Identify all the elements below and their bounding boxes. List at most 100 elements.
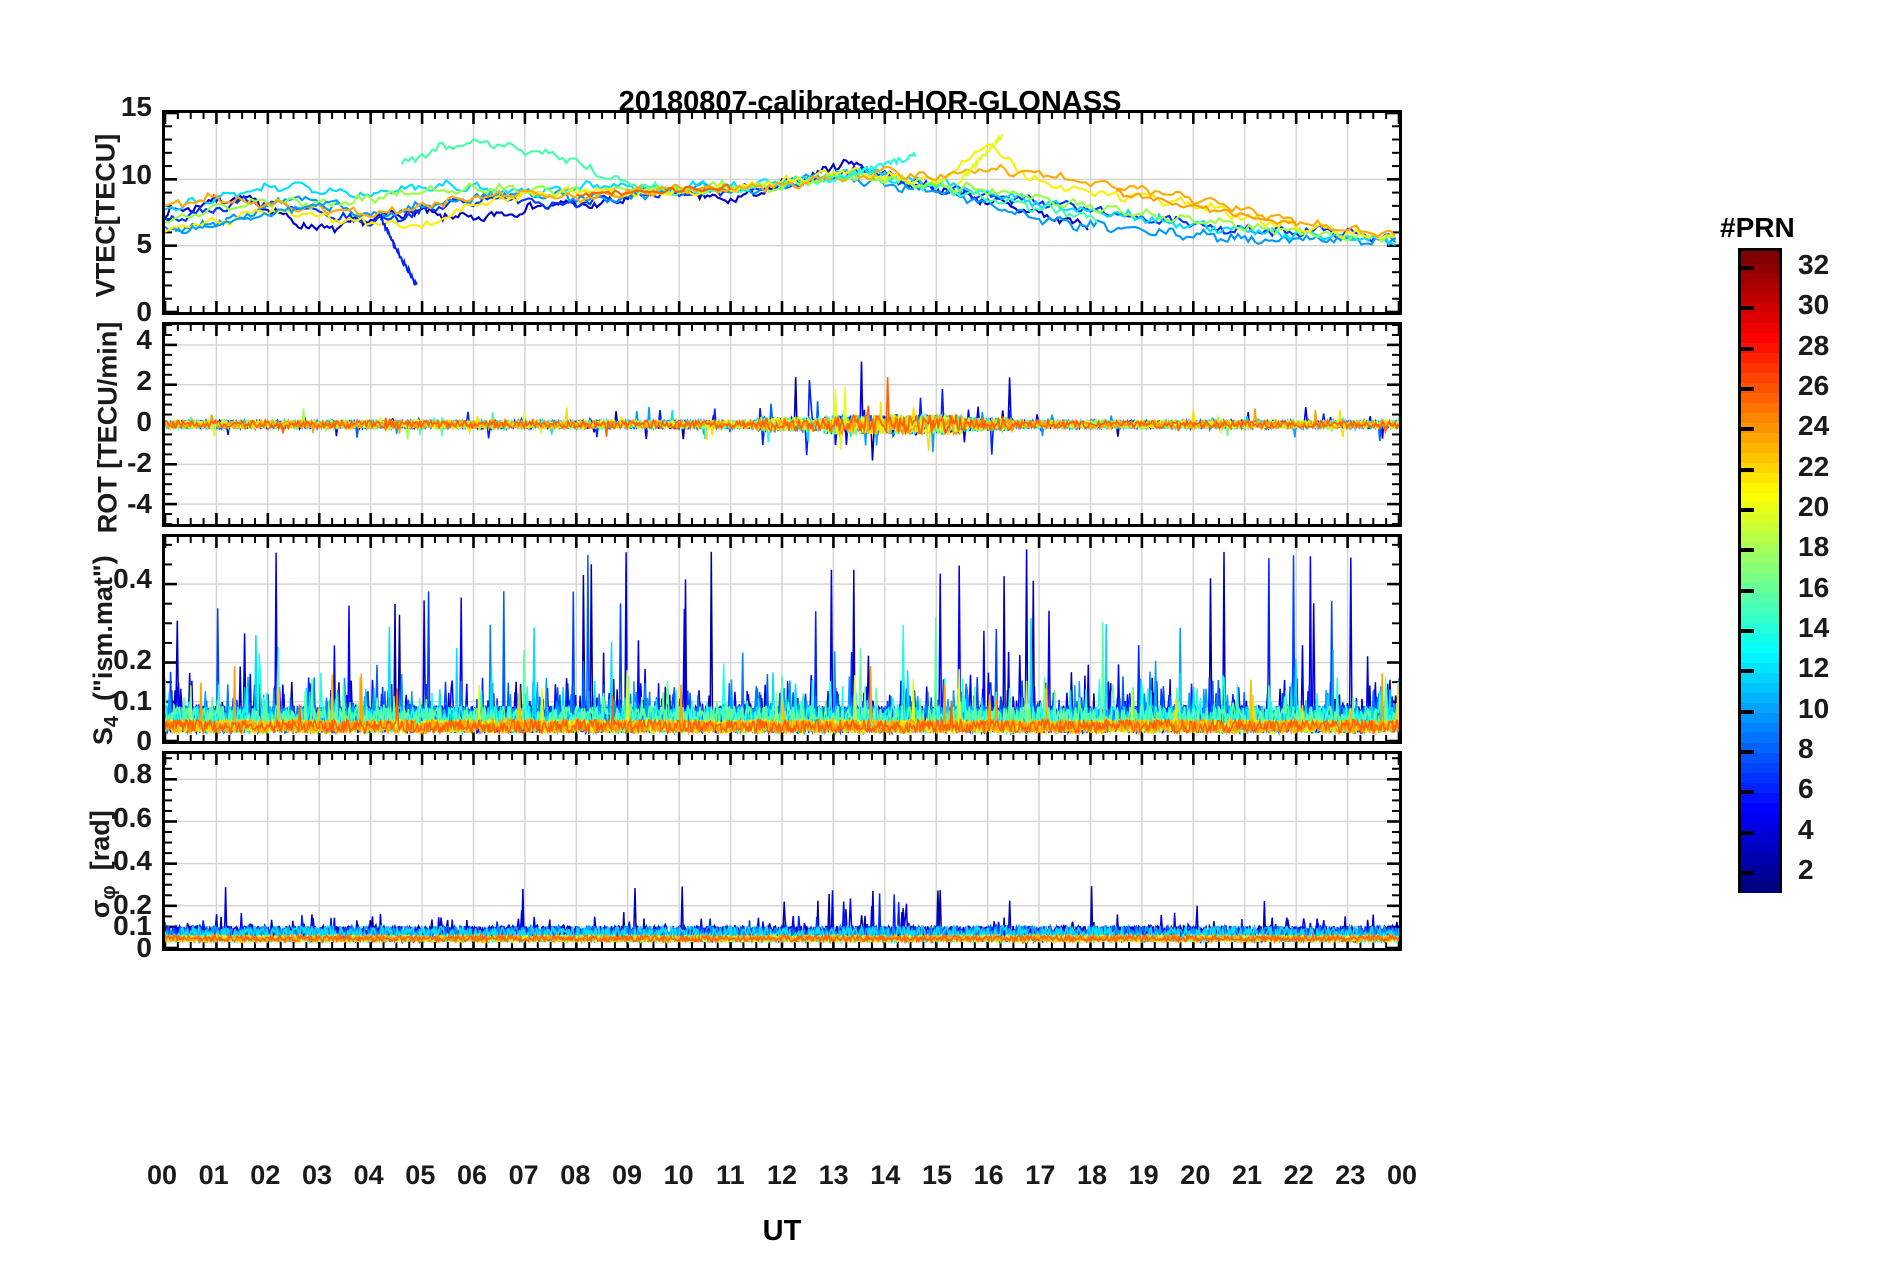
colorbar-tickmark [1738,427,1754,432]
vtec-series-prn-16 [400,138,1099,224]
colorbar-tickmark [1738,830,1754,835]
sigma-phi-ytick-0.4: 0.4 [113,845,152,877]
colorbar-segment [1741,610,1779,623]
colorbar-segment [1741,251,1779,264]
colorbar-segment [1741,280,1779,294]
x-axis-tick-00-0: 00 [146,1160,178,1190]
x-axis-tick-23-23: 23 [1335,1160,1366,1190]
x-axis-tick-18-18: 18 [1076,1160,1108,1190]
x-axis-tick-14-14: 14 [870,1160,901,1190]
colorbar[interactable] [1738,248,1782,893]
colorbar-segment [1741,430,1779,444]
colorbar-tick-24: 24 [1798,410,1830,442]
rot-ytick--4: -4 [127,487,152,519]
colorbar-tick-14: 14 [1798,611,1830,643]
rot-ytick-0: 0 [136,405,152,437]
x-axis-tick-10-10: 10 [663,1160,694,1190]
sigma-phi-ytick-0.6: 0.6 [113,801,152,833]
colorbar-segment [1741,510,1779,524]
vtec-ytick-0: 0 [136,296,152,327]
colorbar-segment [1741,290,1779,304]
x-axis-tick-15-15: 15 [921,1160,953,1190]
x-axis-tick-08-8: 08 [560,1160,591,1190]
x-axis-tick-09-9: 09 [611,1160,643,1190]
s4-ytick-0.1: 0.1 [113,684,152,716]
s4-series-prn-24 [165,665,1399,736]
colorbar-title: #PRN [1720,212,1795,243]
colorbar-tickmark [1738,387,1754,392]
colorbar-segment [1741,860,1779,873]
x-axis-tick-22-22: 22 [1283,1160,1314,1190]
x-axis-tick-07-7: 07 [508,1160,539,1190]
panel-rot [162,322,1402,527]
colorbar-segment [1741,260,1779,274]
colorbar-segment [1741,440,1779,454]
vtec-series-prn-10 [174,199,341,235]
colorbar-tick-2: 2 [1798,853,1814,885]
colorbar-segment [1741,740,1779,753]
colorbar-tick-8: 8 [1798,732,1814,764]
s4-series-prn-16 [165,616,1399,735]
vtec-series-prn-24 [1116,189,1297,226]
x-axis-tick-01-1: 01 [198,1160,229,1190]
colorbar-segment [1741,270,1779,284]
colorbar-segment [1741,690,1779,703]
x-axis-tick-03-3: 03 [301,1160,333,1190]
s4-ytick-0: 0 [136,725,152,756]
colorbar-tickmark [1738,548,1754,553]
colorbar-tick-26: 26 [1798,370,1830,402]
rot-series-prn-26 [165,377,1399,437]
colorbar-tickmark [1738,628,1754,633]
panel-vtec-ylabel: VTEC[TECU] [90,133,121,298]
x-axis-tick-21-21: 21 [1231,1160,1263,1190]
colorbar-segment [1741,720,1779,733]
s4-series-prn-26 [165,688,1399,736]
colorbar-segment [1741,570,1779,584]
colorbar-tick-6: 6 [1798,773,1814,805]
vtec-ytick-15: 15 [120,91,152,122]
colorbar-tick-10: 10 [1798,692,1830,724]
x-axis-tick-00-24: 00 [1386,1160,1418,1190]
vtec-series-prn-18 [165,172,1395,244]
colorbar-segment [1741,650,1779,663]
vtec-ytick-5: 5 [136,227,152,259]
x-axis-tick-19-19: 19 [1128,1160,1159,1190]
rot-ytick--2: -2 [127,446,152,478]
colorbar-segment [1741,840,1779,853]
colorbar-tick-16: 16 [1798,571,1830,603]
x-axis-tick-02-2: 02 [250,1160,281,1190]
colorbar-segment [1741,560,1779,574]
panel-sigma-phi [162,751,1402,951]
colorbar-tickmark [1738,588,1754,593]
sigma-phi-ytick-0.2: 0.2 [113,888,152,920]
panel-vtec [162,110,1402,315]
colorbar-segment [1741,490,1779,504]
colorbar-tickmark [1738,467,1754,472]
colorbar-segment [1741,470,1779,484]
vtec-series-prn-20 [956,132,1004,186]
colorbar-segment [1741,630,1779,643]
colorbar-segment [1741,350,1779,364]
x-axis-tick-20-20: 20 [1180,1160,1211,1190]
colorbar-tickmark [1738,669,1754,674]
panel-s4 [162,534,1402,744]
sigma-phi-ytick-0: 0 [136,932,152,963]
vtec-series-prn-26 [576,183,732,198]
colorbar-segment [1741,780,1779,793]
rot-ytick-2: 2 [136,364,152,396]
colorbar-segment [1741,530,1779,544]
colorbar-segment [1741,850,1779,863]
colorbar-tick-20: 20 [1798,491,1830,523]
vtec-series-prn-14 [822,151,917,184]
colorbar-segment [1741,600,1779,613]
colorbar-segment [1741,800,1779,813]
x-axis-tick-17-17: 17 [1025,1160,1056,1190]
colorbar-tickmark [1738,508,1754,513]
colorbar-segment [1741,520,1779,534]
colorbar-segment [1741,390,1779,404]
s4-ytick-0.2: 0.2 [113,644,152,676]
colorbar-segment [1741,810,1779,823]
colorbar-segment [1741,480,1779,494]
colorbar-segment [1741,330,1779,344]
colorbar-segment [1741,550,1779,564]
